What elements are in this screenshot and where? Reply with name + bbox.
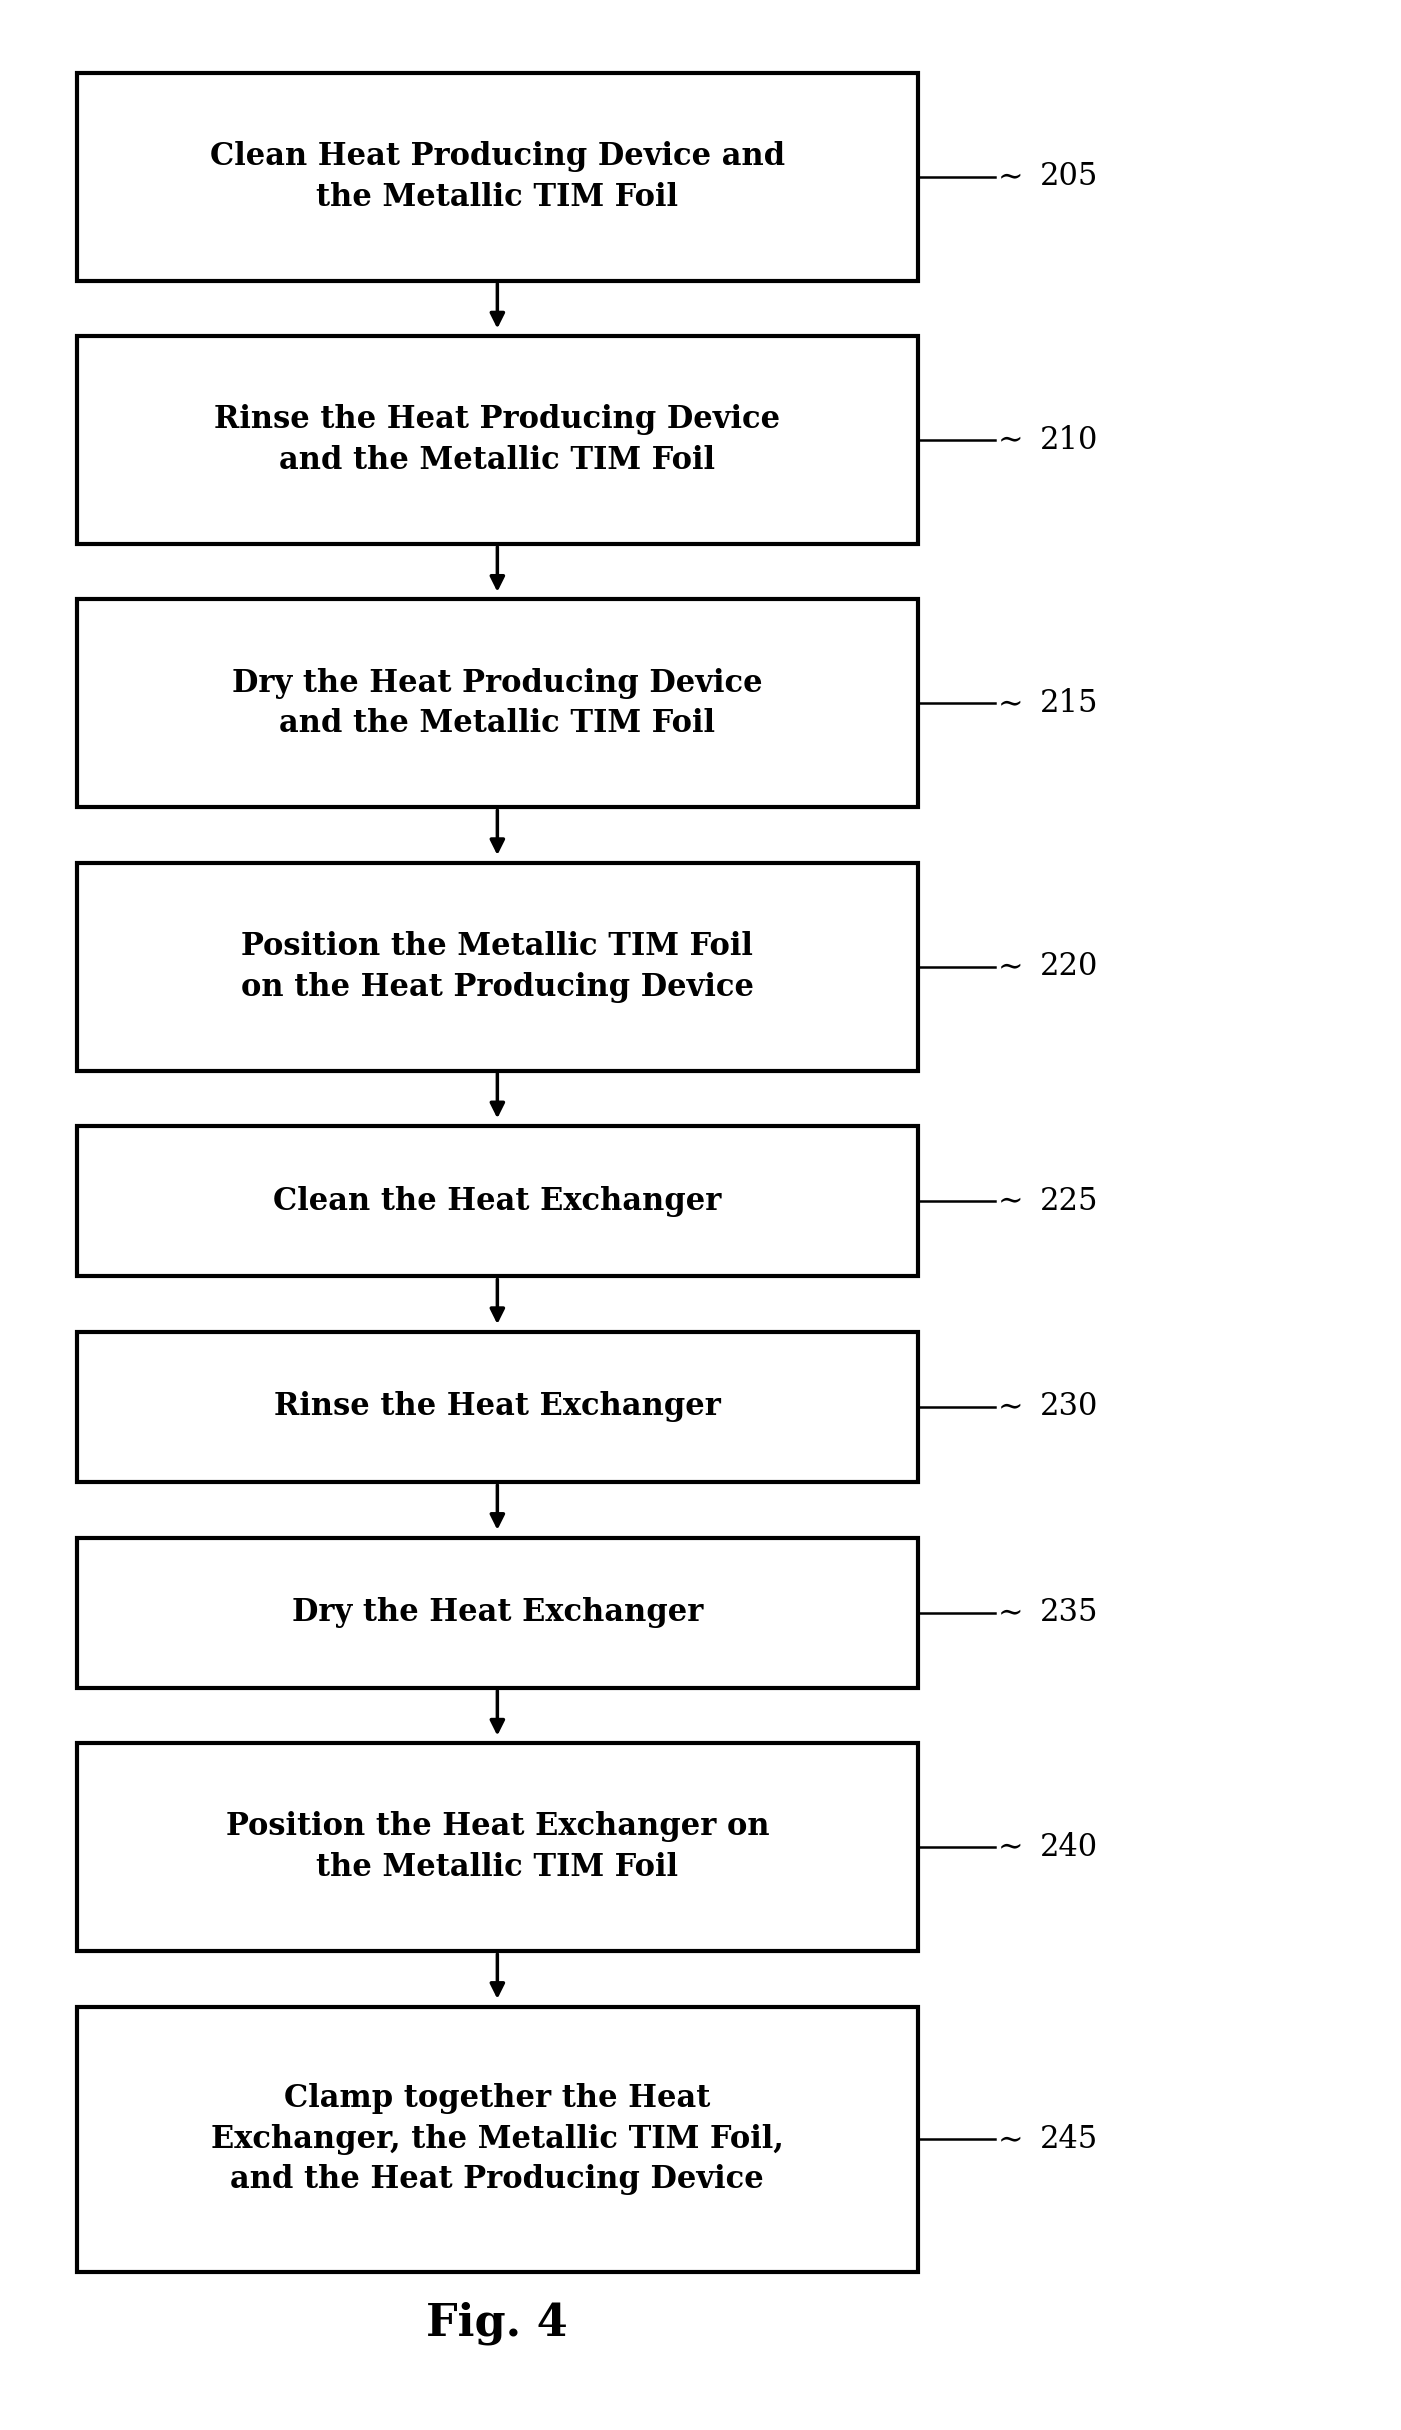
Text: ∼: ∼ xyxy=(998,425,1023,457)
Text: ∼: ∼ xyxy=(998,1597,1023,1628)
Text: 210: 210 xyxy=(1040,425,1098,457)
Text: Clean the Heat Exchanger: Clean the Heat Exchanger xyxy=(273,1186,722,1217)
Text: ∼: ∼ xyxy=(998,1392,1023,1422)
Text: Fig. 4: Fig. 4 xyxy=(426,2301,569,2345)
Text: ∼: ∼ xyxy=(998,160,1023,192)
Text: Dry the Heat Producing Device
and the Metallic TIM Foil: Dry the Heat Producing Device and the Me… xyxy=(233,668,762,739)
Text: ∼: ∼ xyxy=(998,2124,1023,2155)
Text: 240: 240 xyxy=(1040,1832,1097,1864)
Text: Rinse the Heat Exchanger: Rinse the Heat Exchanger xyxy=(275,1392,720,1422)
Bar xyxy=(77,863,918,1072)
Text: Position the Metallic TIM Foil
on the Heat Producing Device: Position the Metallic TIM Foil on the He… xyxy=(241,931,754,1004)
Bar xyxy=(77,1332,918,1482)
Text: ∼: ∼ xyxy=(998,1832,1023,1864)
Text: 235: 235 xyxy=(1040,1597,1098,1628)
Text: 215: 215 xyxy=(1040,688,1098,719)
Bar xyxy=(77,600,918,807)
Text: 205: 205 xyxy=(1040,160,1098,192)
Text: ∼: ∼ xyxy=(998,950,1023,982)
Text: Dry the Heat Exchanger: Dry the Heat Exchanger xyxy=(291,1597,703,1628)
Text: 230: 230 xyxy=(1040,1392,1098,1422)
Bar xyxy=(77,73,918,282)
Bar xyxy=(77,1125,918,1276)
Text: 220: 220 xyxy=(1040,950,1098,982)
Bar xyxy=(77,1742,918,1951)
Bar xyxy=(77,335,918,544)
Bar xyxy=(77,2007,918,2272)
Text: ∼: ∼ xyxy=(998,688,1023,719)
Text: 245: 245 xyxy=(1040,2124,1098,2155)
Text: Rinse the Heat Producing Device
and the Metallic TIM Foil: Rinse the Heat Producing Device and the … xyxy=(214,403,780,476)
Text: Position the Heat Exchanger on
the Metallic TIM Foil: Position the Heat Exchanger on the Metal… xyxy=(226,1810,769,1883)
Text: 225: 225 xyxy=(1040,1186,1098,1217)
Text: ∼: ∼ xyxy=(998,1186,1023,1217)
Text: Clean Heat Producing Device and
the Metallic TIM Foil: Clean Heat Producing Device and the Meta… xyxy=(210,141,785,214)
Text: Clamp together the Heat
Exchanger, the Metallic TIM Foil,
and the Heat Producing: Clamp together the Heat Exchanger, the M… xyxy=(212,2083,783,2194)
Bar xyxy=(77,1538,918,1689)
